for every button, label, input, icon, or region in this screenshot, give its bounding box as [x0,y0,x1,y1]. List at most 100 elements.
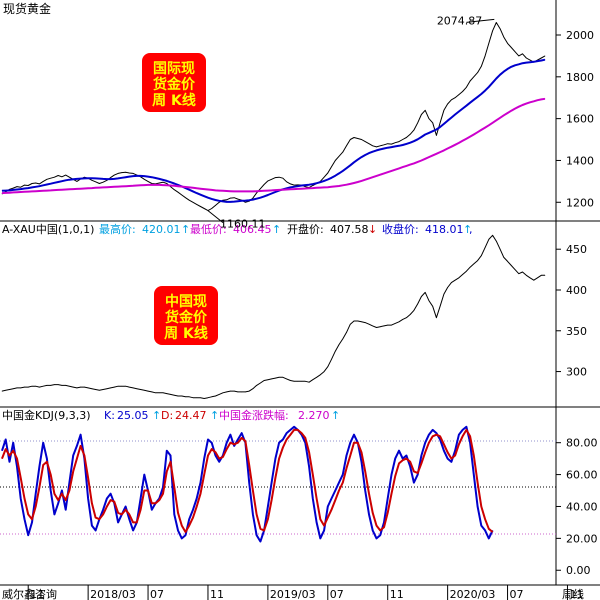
mid-price-weekly-point [544,275,546,276]
main-ma-long-point [473,134,475,135]
main-ma-long-point [95,187,96,189]
main-badge: 国际现 货金价 周 K线 [142,53,206,112]
kdj-K-point [57,503,59,504]
mid-price-weekly-point [387,324,389,326]
kdj-D-point [248,464,250,466]
main-ma-long-point [50,190,51,191]
mid-price-weekly-point [364,322,366,323]
main-price-weekly-point [42,181,44,182]
mid-price-weekly-point [278,377,280,378]
main-ma-short-point [320,181,321,183]
info-open-value: 407.58 [330,223,369,236]
kdj-K-point [312,498,314,499]
main-ma-short-point [526,62,527,63]
main-ma-short-point [200,194,201,195]
main-ma-short-point [529,61,531,63]
main-price-weekly-point [200,206,201,207]
main-ma-long-point [398,168,400,169]
main-series-ma-short [1,58,546,203]
mid-price-weekly-point [492,235,493,236]
kdj-D-point [215,452,216,453]
main-price-weekly-point [387,143,389,144]
main-price-weekly-point [99,183,100,184]
main-ma-long-point [57,189,59,191]
kdj-D-point [16,458,18,459]
mid-price-weekly-point [327,366,329,368]
kdj-K-point [398,450,400,452]
main-price-weekly-point [166,183,168,184]
main-ma-long-point [185,186,186,188]
main-ma-long-point [155,184,156,186]
main-ma-long-point [39,190,40,192]
mid-price-weekly-point [129,386,130,388]
kdj-D-point [290,434,291,436]
main-badge-line-1: 国际现 [153,61,195,77]
mid-series-price-weekly [1,234,545,399]
kdj-K-point [342,474,344,475]
mid-price-weekly-point [99,390,100,391]
kdj-K-point [31,522,33,523]
main-price-weekly-point [125,171,126,173]
mid-price-weekly-point [357,320,359,322]
main-ma-long-point [290,189,291,190]
main-ma-short-point [5,190,6,191]
main-ma-long-point [260,190,261,192]
kdj-D-point [342,482,344,483]
mid-price-weekly-point [114,386,115,388]
main-ma-long-point [492,122,493,124]
mid-price-weekly-point [218,394,220,395]
mid-price-weekly-point [537,277,538,279]
main-ma-long-point [350,183,351,185]
main-ma-short-point [346,167,347,169]
kdj-D-point [320,518,321,520]
kdj-K-point [361,461,362,463]
info-close-comma: , [469,223,473,236]
main-price-weekly-point [263,184,265,185]
mid-price-weekly-point [484,247,486,248]
kdj-K-point [335,490,336,491]
kdj-K-point [394,458,396,459]
kdj-K-point [432,429,434,431]
main-ytick-label: 1800 [566,71,594,84]
annotation-low-leader [207,210,224,224]
main-ytick-label: 1400 [566,154,594,167]
main-ma-short-point [50,183,51,184]
mid-price-weekly-point [9,389,10,390]
main-price-weekly-point [484,55,486,57]
mid-price-weekly-point [432,306,434,307]
mid-price-weekly-point [511,265,512,266]
kdj-D-point [106,506,108,507]
kdj-K-point [125,506,126,507]
mid-price-weekly-point [331,359,332,360]
main-ma-long-point [507,112,508,114]
main-ma-long-point [293,188,295,190]
main-ma-long-point [406,165,407,167]
mid-price-weekly-point [305,381,306,382]
main-price-weekly-point [252,197,254,199]
kdj-D-point [57,499,59,501]
mid-price-weekly-point [84,386,85,388]
main-ma-short-point [454,114,456,115]
kdj-D-point [39,487,40,488]
mid-price-weekly-point [20,387,22,389]
main-ma-long-point [166,185,168,186]
main-ma-long-point [424,158,426,160]
info-low-value: 406.45 [233,223,272,236]
main-price-weekly-point [327,172,329,174]
main-price-weekly-point [102,181,104,183]
kdj-K-point [170,455,171,456]
mid-price-weekly-point [316,377,317,378]
main-ma-long-point [271,190,272,191]
kdj-D-point [46,461,48,463]
main-ma-short-point [162,179,164,181]
kdj-D-point [102,514,104,515]
kdj-K-point [226,442,227,444]
kdj-d-arrow: ↑ [210,409,219,422]
main-ma-short-point [263,196,265,197]
kdj-K-point [211,442,212,444]
main-price-weekly-point [372,145,374,147]
kdj-K-point [5,439,6,440]
main-ma-short-point [166,180,168,182]
mid-price-weekly-point [12,388,14,390]
main-ma-long-point [458,142,460,144]
